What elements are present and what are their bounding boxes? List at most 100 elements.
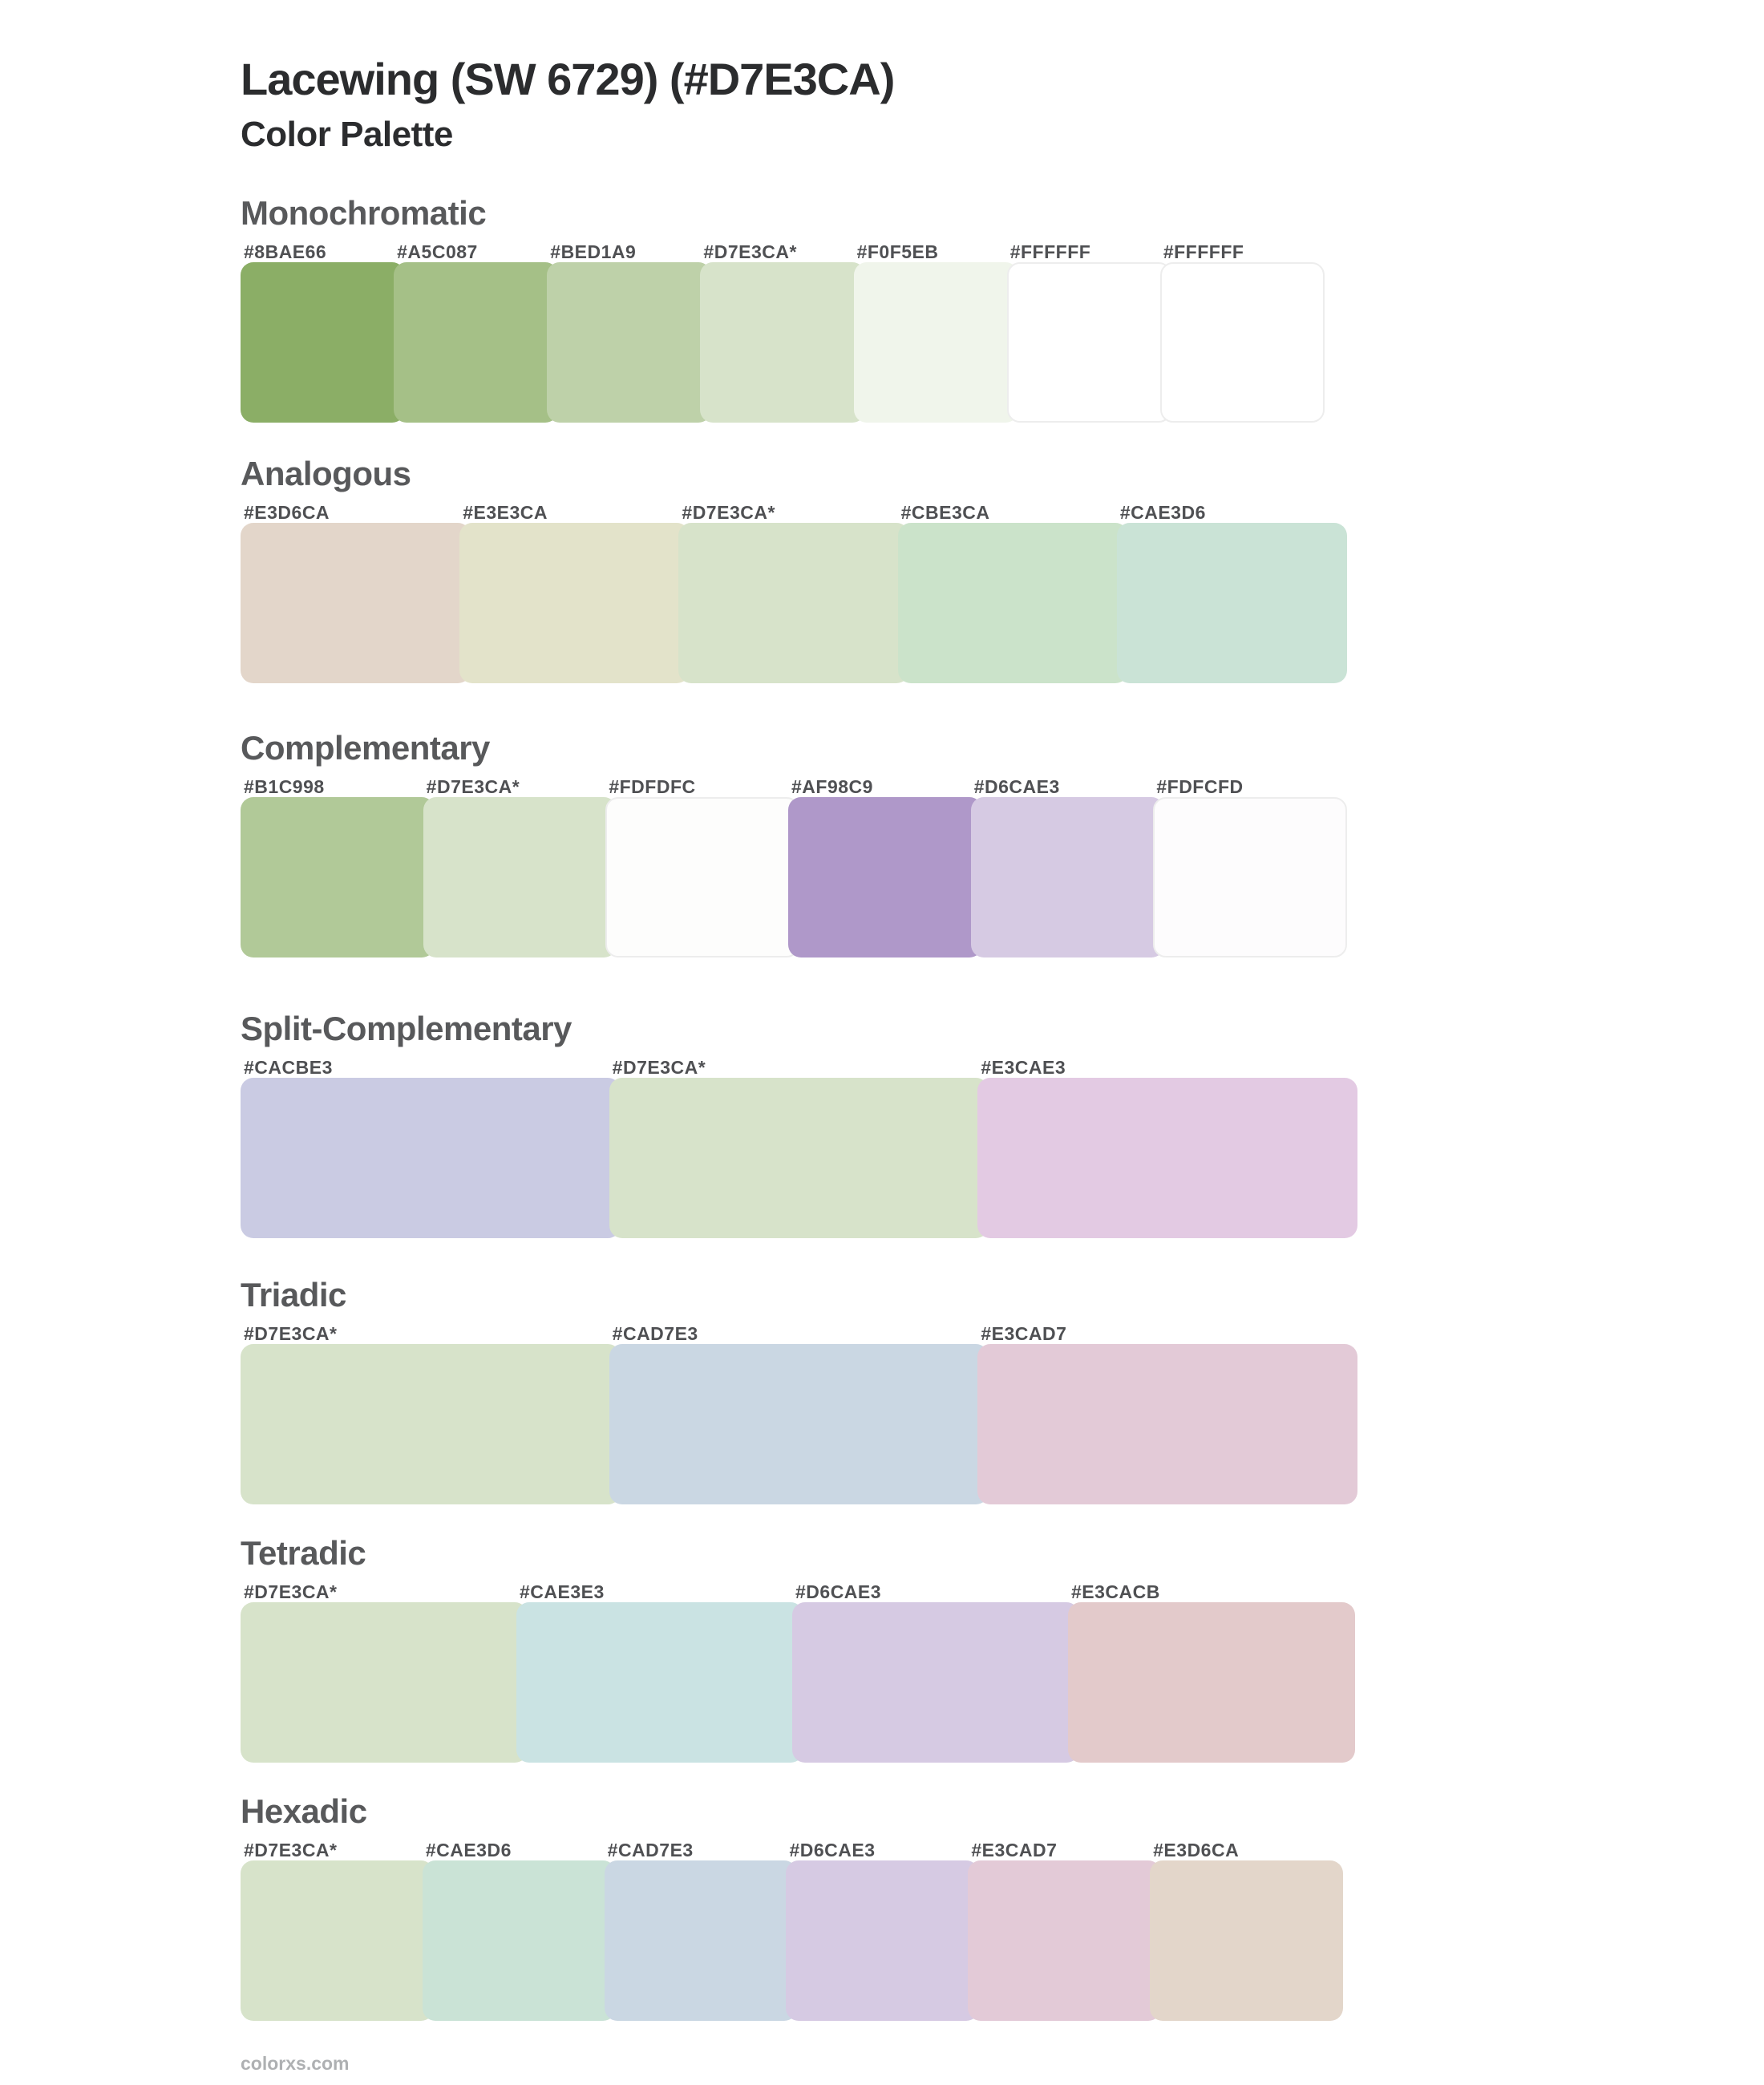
section-heading: Analogous — [241, 455, 411, 492]
swatch-column: #E3E3CA — [459, 502, 690, 683]
swatch-row: #8BAE66 #A5C087 #BED1A9 #D7E3CA* #F0F5EB… — [241, 241, 1325, 423]
color-swatch[interactable] — [1153, 797, 1348, 957]
swatch-hex-label: #CAD7E3 — [607, 1840, 694, 1860]
color-swatch[interactable] — [1068, 1602, 1355, 1763]
swatch-hex-label: #E3D6CA — [244, 502, 330, 523]
swatch-hex-label: #CAE3E3 — [520, 1581, 605, 1602]
color-swatch[interactable] — [516, 1602, 803, 1763]
color-swatch[interactable] — [786, 1860, 980, 2021]
color-swatch[interactable] — [700, 262, 865, 423]
swatch-column: #CAE3D6 — [422, 1840, 616, 2021]
swatch-hex-label: #BED1A9 — [550, 241, 637, 262]
swatch-row: #D7E3CA* #CAE3E3 #D6CAE3 #E3CACB — [241, 1581, 1355, 1763]
swatch-column: #AF98C9 — [788, 776, 982, 957]
color-swatch[interactable] — [609, 1078, 989, 1238]
color-swatch[interactable] — [853, 262, 1018, 423]
swatch-column: #CAD7E3 — [604, 1840, 798, 2021]
section-tetradic: Tetradic #D7E3CA* #CAE3E3 #D6CAE3 #E3CAC… — [241, 1536, 1355, 1763]
color-swatch[interactable] — [968, 1860, 1162, 2021]
color-swatch[interactable] — [609, 1344, 989, 1504]
swatch-hex-label: #E3CAD7 — [981, 1323, 1067, 1344]
swatch-hex-label: #FFFFFF — [1163, 241, 1244, 262]
swatch-column: #CAD7E3 — [609, 1323, 989, 1504]
color-swatch[interactable] — [241, 1602, 528, 1763]
color-swatch[interactable] — [423, 797, 617, 957]
swatch-hex-label: #D7E3CA* — [244, 1840, 338, 1860]
swatch-hex-label: #FFFFFF — [1009, 241, 1091, 262]
color-swatch[interactable] — [678, 523, 909, 683]
color-swatch[interactable] — [977, 1344, 1358, 1504]
swatch-hex-label: #D7E3CA* — [682, 502, 775, 523]
section-heading: Monochromatic — [241, 194, 487, 232]
color-swatch[interactable] — [241, 1078, 621, 1238]
swatch-hex-label: #E3CACB — [1071, 1581, 1160, 1602]
color-swatch[interactable] — [604, 1860, 798, 2021]
swatch-column: #FFFFFF — [1159, 241, 1325, 423]
swatch-column: #E3D6CA — [241, 502, 471, 683]
swatch-column: #CAE3D6 — [1116, 502, 1348, 683]
color-swatch[interactable] — [547, 262, 712, 423]
swatch-column: #E3CAD7 — [977, 1323, 1358, 1504]
color-swatch[interactable] — [241, 797, 435, 957]
color-swatch[interactable] — [241, 523, 471, 683]
swatch-column: #E3CAD7 — [968, 1840, 1162, 2021]
color-swatch[interactable] — [1159, 262, 1325, 423]
color-swatch[interactable] — [1150, 1860, 1343, 2021]
swatch-row: #E3D6CA #E3E3CA #D7E3CA* #CBE3CA #CAE3D6 — [241, 502, 1348, 683]
swatch-column: #FDFDFC — [605, 776, 800, 957]
swatch-column: #F0F5EB — [853, 241, 1018, 423]
section-analogous: Analogous #E3D6CA #E3E3CA #D7E3CA* #CBE3… — [241, 455, 1348, 683]
swatch-hex-label: #CACBE3 — [244, 1057, 333, 1078]
swatch-column: #D7E3CA* — [678, 502, 909, 683]
section-heading: Tetradic — [241, 1534, 366, 1572]
color-swatch[interactable] — [241, 262, 406, 423]
swatch-column: #D7E3CA* — [241, 1840, 434, 2021]
swatch-column: #D7E3CA* — [423, 776, 617, 957]
color-swatch[interactable] — [788, 797, 982, 957]
swatch-hex-label: #D6CAE3 — [973, 776, 1060, 797]
color-swatch[interactable] — [422, 1860, 616, 2021]
color-swatch[interactable] — [605, 797, 800, 957]
swatch-column: #8BAE66 — [241, 241, 406, 423]
swatch-hex-label: #D7E3CA* — [426, 776, 520, 797]
color-swatch[interactable] — [241, 1860, 434, 2021]
color-swatch[interactable] — [1006, 262, 1171, 423]
swatch-column: #D6CAE3 — [792, 1581, 1079, 1763]
color-swatch[interactable] — [1116, 523, 1348, 683]
color-swatch[interactable] — [241, 1344, 621, 1504]
swatch-column: #B1C998 — [241, 776, 435, 957]
section-heading: Split-Complementary — [241, 1010, 572, 1047]
swatch-column: #E3CAE3 — [977, 1057, 1358, 1238]
swatch-hex-label: #D7E3CA* — [244, 1581, 338, 1602]
site-footer-link[interactable]: colorxs.com — [241, 2053, 350, 2074]
swatch-hex-label: #AF98C9 — [791, 776, 873, 797]
swatch-column: #FFFFFF — [1006, 241, 1171, 423]
swatch-hex-label: #B1C998 — [244, 776, 325, 797]
swatch-row: #D7E3CA* #CAD7E3 #E3CAD7 — [241, 1323, 1358, 1504]
color-swatch[interactable] — [977, 1078, 1358, 1238]
swatch-hex-label: #D7E3CA* — [612, 1057, 706, 1078]
swatch-hex-label: #FDFCFD — [1156, 776, 1244, 797]
swatch-column: #BED1A9 — [547, 241, 712, 423]
swatch-column: #FDFCFD — [1153, 776, 1348, 957]
swatch-column: #CAE3E3 — [516, 1581, 803, 1763]
section-triadic: Triadic #D7E3CA* #CAD7E3 #E3CAD7 — [241, 1276, 1358, 1504]
color-swatch[interactable] — [459, 523, 690, 683]
swatch-hex-label: #D6CAE3 — [789, 1840, 876, 1860]
section-split-complementary: Split-Complementary #CACBE3 #D7E3CA* #E3… — [241, 1010, 1358, 1238]
section-hexadic: Hexadic #D7E3CA* #CAE3D6 #CAD7E3 #D6CAE3… — [241, 1795, 1343, 2021]
swatch-row: #B1C998 #D7E3CA* #FDFDFC #AF98C9 #D6CAE3… — [241, 776, 1348, 957]
section-heading: Triadic — [241, 1276, 346, 1314]
color-swatch[interactable] — [394, 262, 559, 423]
swatch-column: #CBE3CA — [897, 502, 1128, 683]
color-swatch[interactable] — [792, 1602, 1079, 1763]
color-swatch[interactable] — [897, 523, 1128, 683]
section-complementary: Complementary #B1C998 #D7E3CA* #FDFDFC #… — [241, 731, 1348, 957]
color-swatch[interactable] — [970, 797, 1165, 957]
swatch-hex-label: #D7E3CA* — [244, 1323, 338, 1344]
swatch-hex-label: #E3E3CA — [463, 502, 548, 523]
page-subtitle: Color Palette — [241, 114, 453, 154]
swatch-column: #E3CACB — [1068, 1581, 1355, 1763]
swatch-hex-label: #F0F5EB — [856, 241, 939, 262]
swatch-hex-label: #A5C087 — [397, 241, 478, 262]
